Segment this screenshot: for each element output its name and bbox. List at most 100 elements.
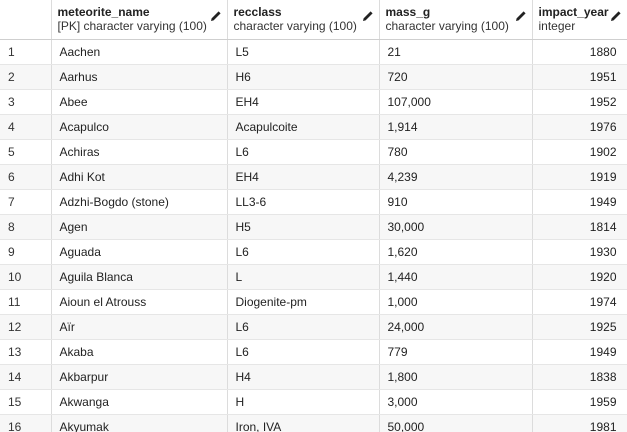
table-row[interactable]: 1 Aachen L5 21 1880 (0, 39, 627, 65)
cell-recclass[interactable]: L6 (227, 314, 380, 340)
cell-recclass[interactable]: Acapulcoite (227, 114, 380, 140)
cell-recclass[interactable]: Iron, IVA (227, 414, 380, 432)
column-header-recclass[interactable]: recclass character varying (100) (227, 0, 380, 40)
row-number-cell[interactable]: 10 (0, 264, 52, 290)
cell-mass-g[interactable]: 4,239 (379, 164, 533, 190)
cell-recclass[interactable]: L (227, 264, 380, 290)
row-number-cell[interactable]: 15 (0, 389, 52, 415)
cell-impact-year[interactable]: 1951 (532, 64, 627, 90)
cell-recclass[interactable]: H4 (227, 364, 380, 390)
cell-impact-year[interactable]: 1930 (532, 239, 627, 265)
table-row[interactable]: 6 Adhi Kot EH4 4,239 1919 (0, 164, 627, 190)
table-row[interactable]: 3 Abee EH4 107,000 1952 (0, 89, 627, 115)
cell-meteorite-name[interactable]: Aarhus (51, 64, 228, 90)
cell-impact-year[interactable]: 1949 (532, 189, 627, 215)
cell-mass-g[interactable]: 50,000 (379, 414, 533, 432)
row-number-cell[interactable]: 12 (0, 314, 52, 340)
row-number-cell[interactable]: 14 (0, 364, 52, 390)
cell-mass-g[interactable]: 1,000 (379, 289, 533, 315)
row-number-header[interactable] (0, 0, 52, 40)
cell-impact-year[interactable]: 1952 (532, 89, 627, 115)
cell-impact-year[interactable]: 1814 (532, 214, 627, 240)
cell-impact-year[interactable]: 1880 (532, 39, 627, 65)
cell-mass-g[interactable]: 720 (379, 64, 533, 90)
table-row[interactable]: 13 Akaba L6 779 1949 (0, 339, 627, 365)
cell-mass-g[interactable]: 780 (379, 139, 533, 165)
cell-recclass[interactable]: L6 (227, 139, 380, 165)
row-number-cell[interactable]: 16 (0, 414, 52, 432)
row-number-cell[interactable]: 7 (0, 189, 52, 215)
cell-impact-year[interactable]: 1920 (532, 264, 627, 290)
cell-mass-g[interactable]: 3,000 (379, 389, 533, 415)
row-number-cell[interactable]: 5 (0, 139, 52, 165)
cell-recclass[interactable]: H5 (227, 214, 380, 240)
cell-meteorite-name[interactable]: Akbarpur (51, 364, 228, 390)
cell-mass-g[interactable]: 24,000 (379, 314, 533, 340)
table-row[interactable]: 7 Adzhi-Bogdo (stone) LL3-6 910 1949 (0, 189, 627, 215)
cell-impact-year[interactable]: 1974 (532, 289, 627, 315)
cell-meteorite-name[interactable]: Akyumak (51, 414, 228, 432)
cell-recclass[interactable]: EH4 (227, 89, 380, 115)
row-number-cell[interactable]: 4 (0, 114, 52, 140)
cell-meteorite-name[interactable]: Aachen (51, 39, 228, 65)
cell-mass-g[interactable]: 21 (379, 39, 533, 65)
row-number-cell[interactable]: 3 (0, 89, 52, 115)
cell-meteorite-name[interactable]: Akaba (51, 339, 228, 365)
cell-meteorite-name[interactable]: Aïr (51, 314, 228, 340)
cell-recclass[interactable]: H (227, 389, 380, 415)
cell-recclass[interactable]: L6 (227, 339, 380, 365)
column-header-meteorite-name[interactable]: meteorite_name [PK] character varying (1… (51, 0, 228, 40)
cell-recclass[interactable]: LL3-6 (227, 189, 380, 215)
row-number-cell[interactable]: 6 (0, 164, 52, 190)
table-row[interactable]: 2 Aarhus H6 720 1951 (0, 64, 627, 90)
column-header-mass-g[interactable]: mass_g character varying (100) (379, 0, 533, 40)
table-row[interactable]: 15 Akwanga H 3,000 1959 (0, 389, 627, 415)
table-row[interactable]: 12 Aïr L6 24,000 1925 (0, 314, 627, 340)
table-row[interactable]: 5 Achiras L6 780 1902 (0, 139, 627, 165)
cell-mass-g[interactable]: 1,800 (379, 364, 533, 390)
cell-impact-year[interactable]: 1981 (532, 414, 627, 432)
cell-impact-year[interactable]: 1902 (532, 139, 627, 165)
row-number-cell[interactable]: 2 (0, 64, 52, 90)
row-number-cell[interactable]: 11 (0, 289, 52, 315)
cell-recclass[interactable]: Diogenite-pm (227, 289, 380, 315)
cell-mass-g[interactable]: 30,000 (379, 214, 533, 240)
cell-meteorite-name[interactable]: Akwanga (51, 389, 228, 415)
cell-mass-g[interactable]: 1,620 (379, 239, 533, 265)
row-number-cell[interactable]: 13 (0, 339, 52, 365)
column-header-impact-year[interactable]: impact_year integer (532, 0, 627, 40)
table-row[interactable]: 16 Akyumak Iron, IVA 50,000 1981 (0, 414, 627, 432)
row-number-cell[interactable]: 1 (0, 39, 52, 65)
cell-recclass[interactable]: H6 (227, 64, 380, 90)
cell-meteorite-name[interactable]: Acapulco (51, 114, 228, 140)
cell-meteorite-name[interactable]: Achiras (51, 139, 228, 165)
cell-meteorite-name[interactable]: Aioun el Atrouss (51, 289, 228, 315)
cell-meteorite-name[interactable]: Adzhi-Bogdo (stone) (51, 189, 228, 215)
cell-impact-year[interactable]: 1959 (532, 389, 627, 415)
cell-meteorite-name[interactable]: Aguada (51, 239, 228, 265)
cell-meteorite-name[interactable]: Agen (51, 214, 228, 240)
cell-recclass[interactable]: L6 (227, 239, 380, 265)
table-row[interactable]: 10 Aguila Blanca L 1,440 1920 (0, 264, 627, 290)
pencil-icon[interactable] (209, 9, 223, 23)
cell-mass-g[interactable]: 1,914 (379, 114, 533, 140)
cell-impact-year[interactable]: 1949 (532, 339, 627, 365)
table-row[interactable]: 8 Agen H5 30,000 1814 (0, 214, 627, 240)
row-number-cell[interactable]: 8 (0, 214, 52, 240)
cell-mass-g[interactable]: 1,440 (379, 264, 533, 290)
table-row[interactable]: 4 Acapulco Acapulcoite 1,914 1976 (0, 114, 627, 140)
pencil-icon[interactable] (609, 9, 623, 23)
row-number-cell[interactable]: 9 (0, 239, 52, 265)
cell-meteorite-name[interactable]: Adhi Kot (51, 164, 228, 190)
cell-impact-year[interactable]: 1919 (532, 164, 627, 190)
pencil-icon[interactable] (361, 9, 375, 23)
cell-mass-g[interactable]: 910 (379, 189, 533, 215)
cell-impact-year[interactable]: 1976 (532, 114, 627, 140)
pencil-icon[interactable] (514, 9, 528, 23)
table-row[interactable]: 9 Aguada L6 1,620 1930 (0, 239, 627, 265)
cell-impact-year[interactable]: 1925 (532, 314, 627, 340)
cell-impact-year[interactable]: 1838 (532, 364, 627, 390)
cell-meteorite-name[interactable]: Aguila Blanca (51, 264, 228, 290)
table-row[interactable]: 14 Akbarpur H4 1,800 1838 (0, 364, 627, 390)
cell-recclass[interactable]: EH4 (227, 164, 380, 190)
